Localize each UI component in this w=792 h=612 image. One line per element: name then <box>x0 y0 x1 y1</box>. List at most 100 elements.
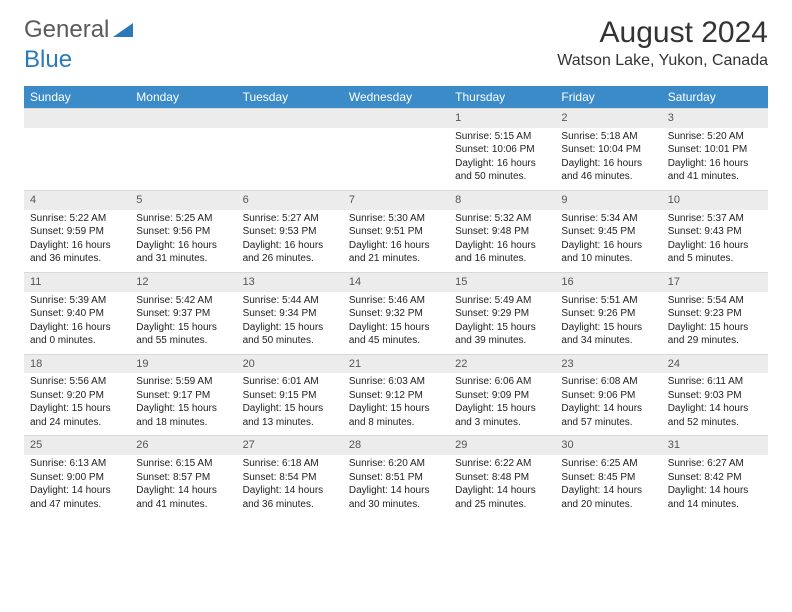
day-body: Sunrise: 5:42 AMSunset: 9:37 PMDaylight:… <box>130 292 236 354</box>
daylight: Daylight: 15 hours and 3 minutes. <box>455 402 549 429</box>
day-number: 16 <box>555 273 661 292</box>
sunset: Sunset: 9:48 PM <box>455 225 549 239</box>
day-cell: 11Sunrise: 5:39 AMSunset: 9:40 PMDayligh… <box>24 273 130 354</box>
sunset: Sunset: 8:54 PM <box>243 471 337 485</box>
day-cell: 10Sunrise: 5:37 AMSunset: 9:43 PMDayligh… <box>662 191 768 272</box>
sunset: Sunset: 9:17 PM <box>136 389 230 403</box>
daylight: Daylight: 14 hours and 36 minutes. <box>243 484 337 511</box>
sunset: Sunset: 9:56 PM <box>136 225 230 239</box>
sunset: Sunset: 10:04 PM <box>561 143 655 157</box>
week-row: 18Sunrise: 5:56 AMSunset: 9:20 PMDayligh… <box>24 354 768 436</box>
day-body: Sunrise: 5:54 AMSunset: 9:23 PMDaylight:… <box>662 292 768 354</box>
day-cell: 30 Sunrise: 6:25 AMSunset: 8:45 PMDayligh… <box>555 436 661 517</box>
sunset: Sunset: 9:59 PM <box>30 225 124 239</box>
weekday-header: Sunday Monday Tuesday Wednesday Thursday… <box>24 86 768 108</box>
day-number: 6 <box>237 191 343 210</box>
calendar: Sunday Monday Tuesday Wednesday Thursday… <box>24 86 768 517</box>
day-body: Sunrise: 5:37 AMSunset: 9:43 PMDaylight:… <box>662 210 768 272</box>
day-body: Sunrise: 6:27 AMSunset: 8:42 PMDaylight:… <box>662 455 768 517</box>
day-body: Sunrise: 5:15 AMSunset: 10:06 PMDaylight… <box>449 128 555 190</box>
logo-triangle-icon <box>113 16 133 44</box>
sunset: Sunset: 9:20 PM <box>30 389 124 403</box>
sunrise: Sunrise: 6:03 AM <box>349 375 443 389</box>
daylight: Daylight: 14 hours and 52 minutes. <box>668 402 762 429</box>
day-number: 17 <box>662 273 768 292</box>
week-row: 1Sunrise: 5:15 AMSunset: 10:06 PMDayligh… <box>24 108 768 190</box>
sunset: Sunset: 8:45 PM <box>561 471 655 485</box>
sunset: Sunset: 9:45 PM <box>561 225 655 239</box>
daylight: Daylight: 16 hours and 16 minutes. <box>455 239 549 266</box>
sunset: Sunset: 8:48 PM <box>455 471 549 485</box>
day-body: Sunrise: 5:59 AMSunset: 9:17 PMDaylight:… <box>130 373 236 435</box>
weekday-sat: Saturday <box>662 86 768 108</box>
day-body: Sunrise: 6:15 AMSunset: 8:57 PMDaylight:… <box>130 455 236 517</box>
day-cell: 1Sunrise: 5:15 AMSunset: 10:06 PMDayligh… <box>449 109 555 190</box>
daylight: Daylight: 16 hours and 26 minutes. <box>243 239 337 266</box>
sunrise: Sunrise: 5:20 AM <box>668 130 762 144</box>
day-number: 22 <box>449 355 555 374</box>
day-number: 30 <box>555 436 661 455</box>
sunset: Sunset: 9:00 PM <box>30 471 124 485</box>
location: Watson Lake, Yukon, Canada <box>557 52 768 70</box>
daylight: Daylight: 15 hours and 8 minutes. <box>349 402 443 429</box>
day-cell <box>237 109 343 190</box>
day-cell: 3Sunrise: 5:20 AMSunset: 10:01 PMDayligh… <box>662 109 768 190</box>
day-cell: 22Sunrise: 6:06 AMSunset: 9:09 PMDayligh… <box>449 355 555 436</box>
daylight: Daylight: 15 hours and 50 minutes. <box>243 321 337 348</box>
day-number: 28 <box>343 436 449 455</box>
sunrise: Sunrise: 6:22 AM <box>455 457 549 471</box>
daylight: Daylight: 14 hours and 20 minutes. <box>561 484 655 511</box>
day-cell: 6Sunrise: 5:27 AMSunset: 9:53 PMDaylight… <box>237 191 343 272</box>
day-cell: 26Sunrise: 6:15 AMSunset: 8:57 PMDayligh… <box>130 436 236 517</box>
sunrise: Sunrise: 5:54 AM <box>668 294 762 308</box>
sunrise: Sunrise: 6:25 AM <box>561 457 655 471</box>
day-body: Sunrise: 5:46 AMSunset: 9:32 PMDaylight:… <box>343 292 449 354</box>
day-cell <box>24 109 130 190</box>
day-number: 20 <box>237 355 343 374</box>
weeks-container: 1Sunrise: 5:15 AMSunset: 10:06 PMDayligh… <box>24 108 768 517</box>
weekday-mon: Monday <box>130 86 236 108</box>
daylight: Daylight: 14 hours and 14 minutes. <box>668 484 762 511</box>
day-number: 8 <box>449 191 555 210</box>
day-body: Sunrise: 6:22 AMSunset: 8:48 PMDaylight:… <box>449 455 555 517</box>
day-body: Sunrise: 5:18 AMSunset: 10:04 PMDaylight… <box>555 128 661 190</box>
daylight: Daylight: 14 hours and 47 minutes. <box>30 484 124 511</box>
day-cell <box>343 109 449 190</box>
sunrise: Sunrise: 6:08 AM <box>561 375 655 389</box>
day-cell: 8Sunrise: 5:32 AMSunset: 9:48 PMDaylight… <box>449 191 555 272</box>
weekday-sun: Sunday <box>24 86 130 108</box>
day-cell: 12Sunrise: 5:42 AMSunset: 9:37 PMDayligh… <box>130 273 236 354</box>
day-number: 12 <box>130 273 236 292</box>
sunset: Sunset: 9:43 PM <box>668 225 762 239</box>
sunrise: Sunrise: 5:59 AM <box>136 375 230 389</box>
day-cell: 9Sunrise: 5:34 AMSunset: 9:45 PMDaylight… <box>555 191 661 272</box>
day-cell: 7Sunrise: 5:30 AMSunset: 9:51 PMDaylight… <box>343 191 449 272</box>
day-body: Sunrise: 6:03 AMSunset: 9:12 PMDaylight:… <box>343 373 449 435</box>
daylight: Daylight: 15 hours and 29 minutes. <box>668 321 762 348</box>
month-title: August 2024 <box>557 16 768 50</box>
day-body: Sunrise: 5:56 AMSunset: 9:20 PMDaylight:… <box>24 373 130 435</box>
day-body: Sunrise: 5:51 AMSunset: 9:26 PMDaylight:… <box>555 292 661 354</box>
daylight: Daylight: 16 hours and 0 minutes. <box>30 321 124 348</box>
day-number: 29 <box>449 436 555 455</box>
day-number <box>24 109 130 128</box>
daylight: Daylight: 16 hours and 31 minutes. <box>136 239 230 266</box>
day-cell: 31Sunrise: 6:27 AMSunset: 8:42 PMDayligh… <box>662 436 768 517</box>
sunset: Sunset: 8:57 PM <box>136 471 230 485</box>
day-cell: 24Sunrise: 6:11 AMSunset: 9:03 PMDayligh… <box>662 355 768 436</box>
day-number: 18 <box>24 355 130 374</box>
day-number <box>343 109 449 128</box>
daylight: Daylight: 16 hours and 46 minutes. <box>561 157 655 184</box>
day-number: 2 <box>555 109 661 128</box>
daylight: Daylight: 16 hours and 50 minutes. <box>455 157 549 184</box>
title-block: August 2024 Watson Lake, Yukon, Canada <box>557 16 768 70</box>
sunset: Sunset: 10:06 PM <box>455 143 549 157</box>
day-cell: 18Sunrise: 5:56 AMSunset: 9:20 PMDayligh… <box>24 355 130 436</box>
day-cell: 13Sunrise: 5:44 AMSunset: 9:34 PMDayligh… <box>237 273 343 354</box>
day-body: Sunrise: 5:32 AMSunset: 9:48 PMDaylight:… <box>449 210 555 272</box>
daylight: Daylight: 15 hours and 55 minutes. <box>136 321 230 348</box>
week-row: 4Sunrise: 5:22 AMSunset: 9:59 PMDaylight… <box>24 190 768 272</box>
day-cell: 15Sunrise: 5:49 AMSunset: 9:29 PMDayligh… <box>449 273 555 354</box>
sunset: Sunset: 8:42 PM <box>668 471 762 485</box>
day-cell: 17Sunrise: 5:54 AMSunset: 9:23 PMDayligh… <box>662 273 768 354</box>
